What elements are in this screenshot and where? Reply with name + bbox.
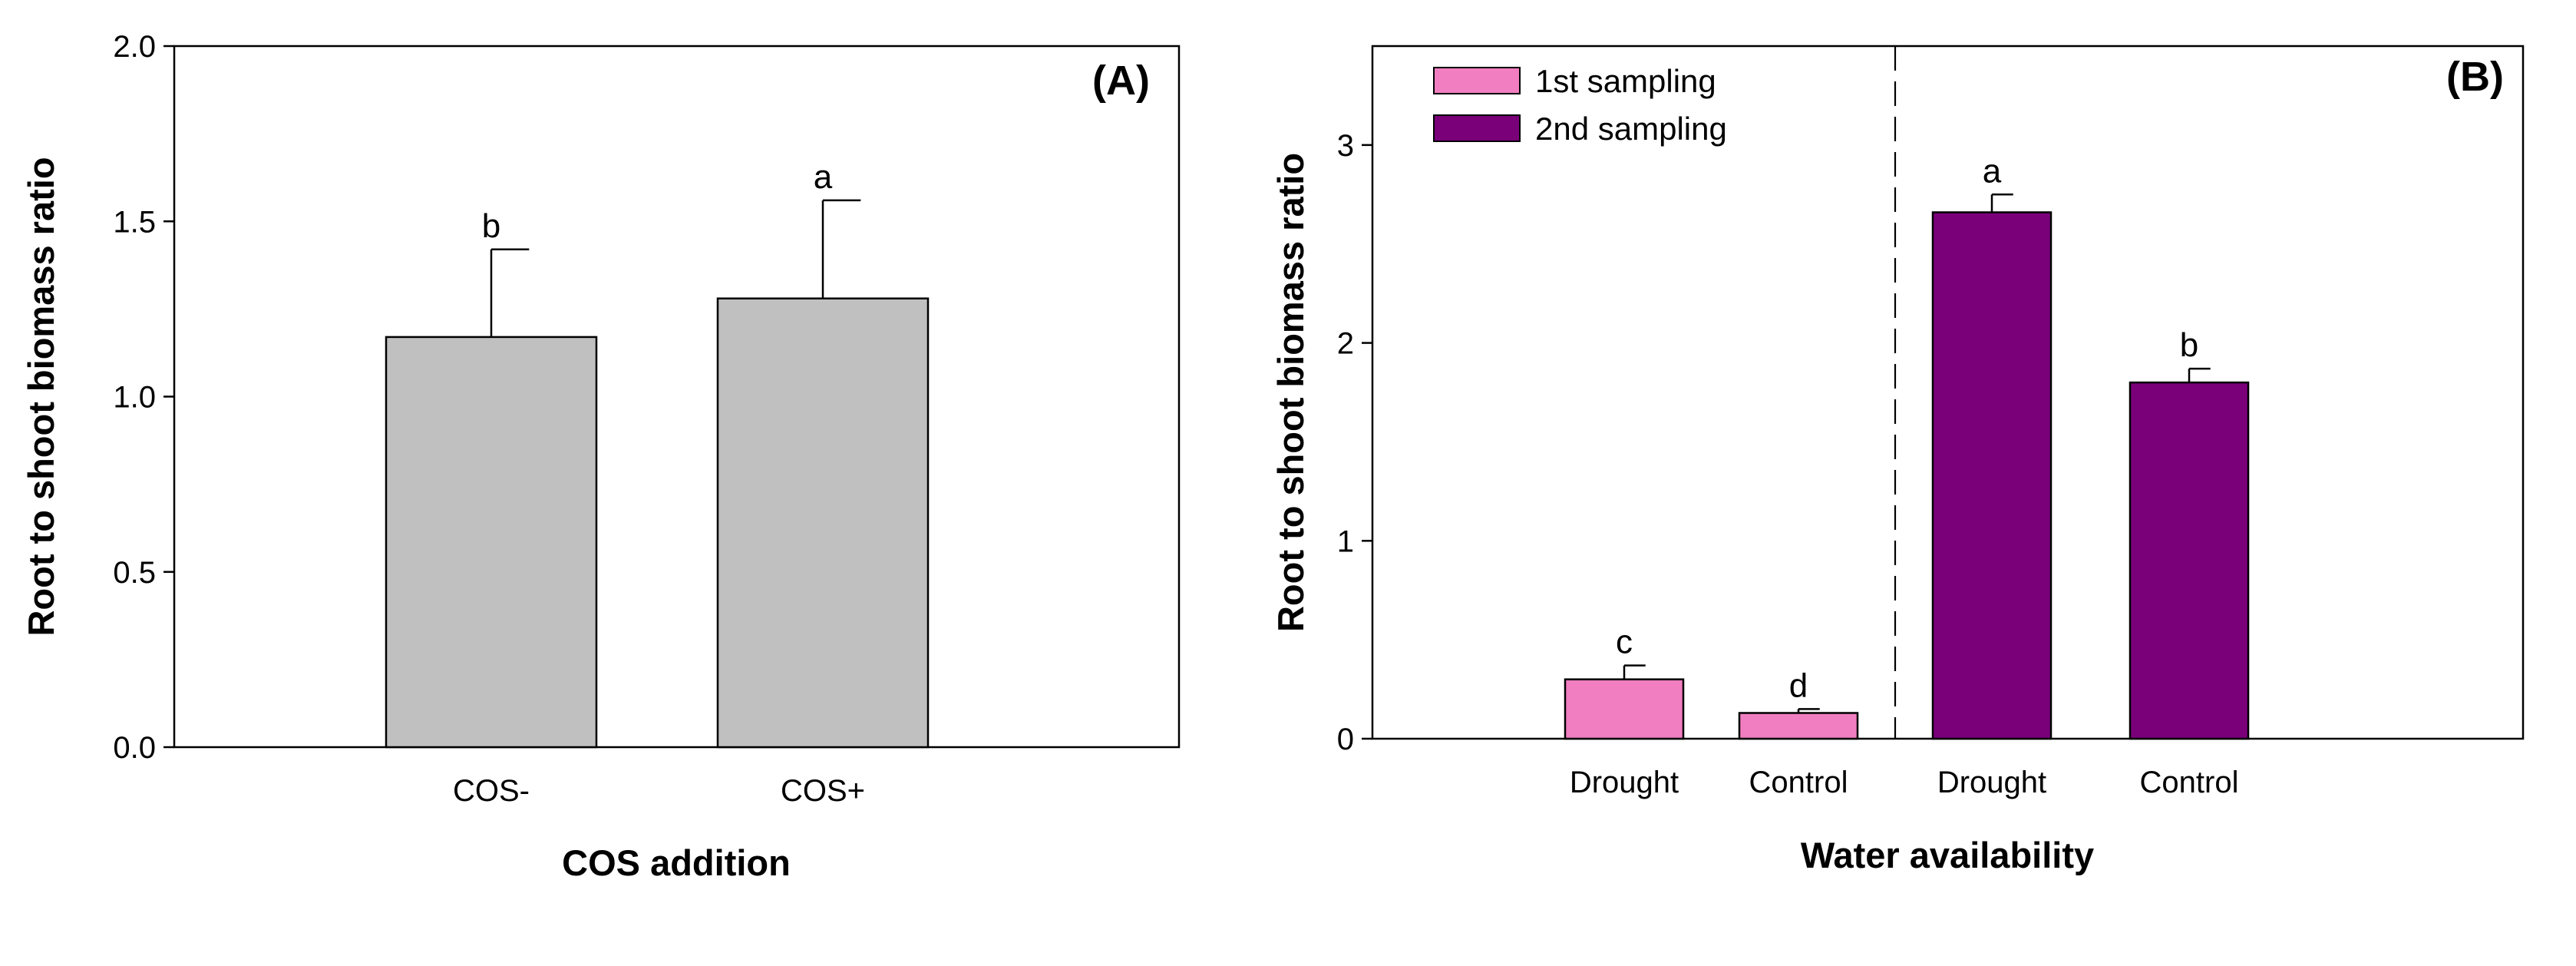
significance-letter: b — [2180, 326, 2198, 364]
y-tick-label: 1.5 — [113, 205, 156, 239]
x-axis-title: Water availability — [1801, 835, 2094, 875]
x-tick-label: Drought — [1570, 766, 1679, 799]
legend: 1st sampling 2nd sampling — [1433, 63, 1727, 147]
x-axis-title: COS addition — [562, 842, 791, 883]
bar — [1564, 678, 1685, 740]
y-tick-label: 0.0 — [113, 731, 156, 765]
y-tick-label: 3 — [1337, 129, 1354, 163]
chart-panel-a: 0.0 0.5 1.0 1.5 2.0 b a COS- COS+ COS addition Roo… — [21, 30, 1181, 883]
y-tick-label: 1.0 — [113, 381, 156, 415]
x-tick-label: COS+ — [781, 774, 865, 808]
y-tick-label: 2.0 — [113, 30, 156, 64]
significance-letter: b — [482, 207, 500, 245]
bar — [1738, 712, 1859, 740]
y-tick-label: 2 — [1337, 327, 1354, 361]
legend-label: 2nd sampling — [1535, 111, 1727, 147]
y-tick-label: 0.5 — [113, 556, 156, 590]
bar — [1931, 211, 2053, 740]
y-tick-label: 1 — [1337, 524, 1354, 558]
legend-swatch — [1433, 67, 1521, 94]
y-axis-title: Root to shoot biomass ratio — [21, 157, 61, 636]
bar — [2129, 381, 2250, 740]
y-axis-title: Root to shoot biomass ratio — [1270, 153, 1311, 632]
plot-frame — [173, 45, 1181, 749]
x-tick-label: Control — [1749, 766, 1848, 799]
significance-letter: d — [1789, 667, 1808, 704]
y-tick-label: 0 — [1337, 723, 1354, 756]
legend-label: 1st sampling — [1535, 63, 1716, 99]
significance-letter: a — [814, 158, 833, 196]
significance-letter: c — [1616, 624, 1633, 661]
x-tick-label: Control — [2140, 766, 2239, 799]
bar — [385, 336, 598, 749]
panel-label: (B) — [2446, 54, 2504, 100]
x-tick-label: Drought — [1937, 766, 2046, 799]
chart-panel-b: 0 1 2 3 c d a b Drought Control Drought Control Wate… — [1270, 45, 2525, 875]
significance-letter: a — [1983, 152, 2002, 190]
panel-label: (A) — [1092, 58, 1150, 104]
x-tick-label: COS- — [453, 774, 530, 808]
bar — [716, 297, 930, 749]
legend-swatch — [1433, 114, 1521, 142]
